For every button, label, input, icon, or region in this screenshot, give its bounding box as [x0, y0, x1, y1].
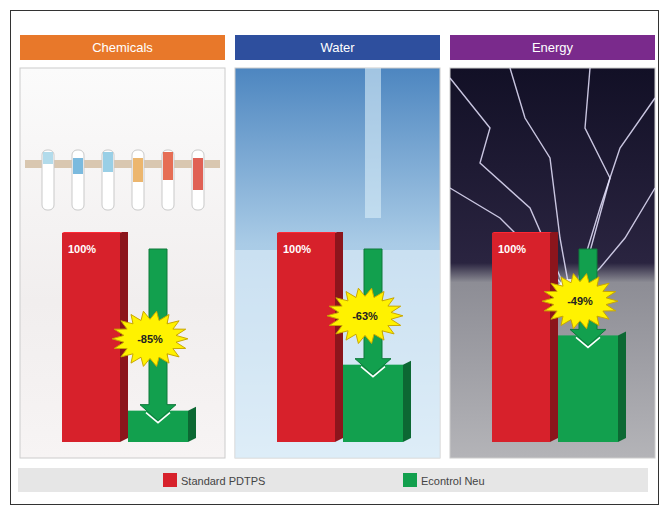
starburst — [327, 288, 403, 343]
decor-liquid — [43, 152, 53, 164]
legend-swatch — [163, 473, 177, 487]
panel-background — [235, 68, 440, 458]
annotation: -63% — [352, 310, 378, 322]
bar — [343, 365, 403, 442]
decor-tube — [72, 150, 84, 210]
bar-top — [277, 232, 343, 233]
starburst — [112, 311, 188, 366]
legend-label: Econtrol Neu — [421, 475, 485, 487]
chart: ChemicalsWaterEnergy100%-85%100%-63%100%… — [0, 0, 663, 511]
bar-top — [492, 232, 558, 233]
arrow-chevron — [146, 413, 170, 423]
panel-header — [20, 35, 225, 60]
bar — [62, 233, 120, 442]
starburst — [542, 274, 618, 329]
annotation: -85% — [137, 333, 163, 345]
decor-tube — [162, 150, 174, 210]
panel-header — [450, 35, 655, 60]
decor-tube — [192, 150, 204, 210]
panel-title: Chemicals — [92, 40, 153, 55]
data-label: 100% — [498, 243, 526, 255]
bar-top — [62, 232, 128, 233]
frame — [11, 11, 659, 505]
arrow-chevron — [576, 337, 600, 347]
legend-background — [18, 468, 648, 492]
decor-water — [365, 68, 381, 218]
arrow-chevron — [361, 367, 385, 377]
decor-tube — [132, 150, 144, 210]
labels: 100% -85% 100% -63% 100% -49% — [68, 243, 618, 366]
plot-marks — [62, 232, 626, 442]
panel-background — [20, 68, 225, 458]
data-label: 100% — [68, 243, 96, 255]
decor-tube — [42, 150, 54, 210]
legend-label: Standard PDTPS — [181, 475, 265, 487]
decor-liquid — [73, 158, 83, 174]
panel-title: Water — [320, 40, 355, 55]
bar — [277, 233, 335, 442]
annotation: -49% — [567, 295, 593, 307]
bar — [492, 233, 550, 442]
bar — [558, 335, 618, 442]
bar-side — [188, 407, 196, 442]
bar-side — [335, 232, 343, 442]
panel-title: Energy — [532, 40, 574, 55]
decor-liquid — [163, 152, 173, 180]
decor-liquid — [133, 158, 143, 182]
panel-background — [450, 68, 655, 458]
bar-side — [403, 361, 411, 442]
decor-liquid — [193, 158, 203, 190]
panel-header — [235, 35, 440, 60]
bar-side — [618, 331, 626, 442]
decor-tube — [102, 150, 114, 210]
bar-side — [550, 232, 558, 442]
decor-liquid — [103, 152, 113, 172]
legend-swatch — [403, 473, 417, 487]
data-label: 100% — [283, 243, 311, 255]
